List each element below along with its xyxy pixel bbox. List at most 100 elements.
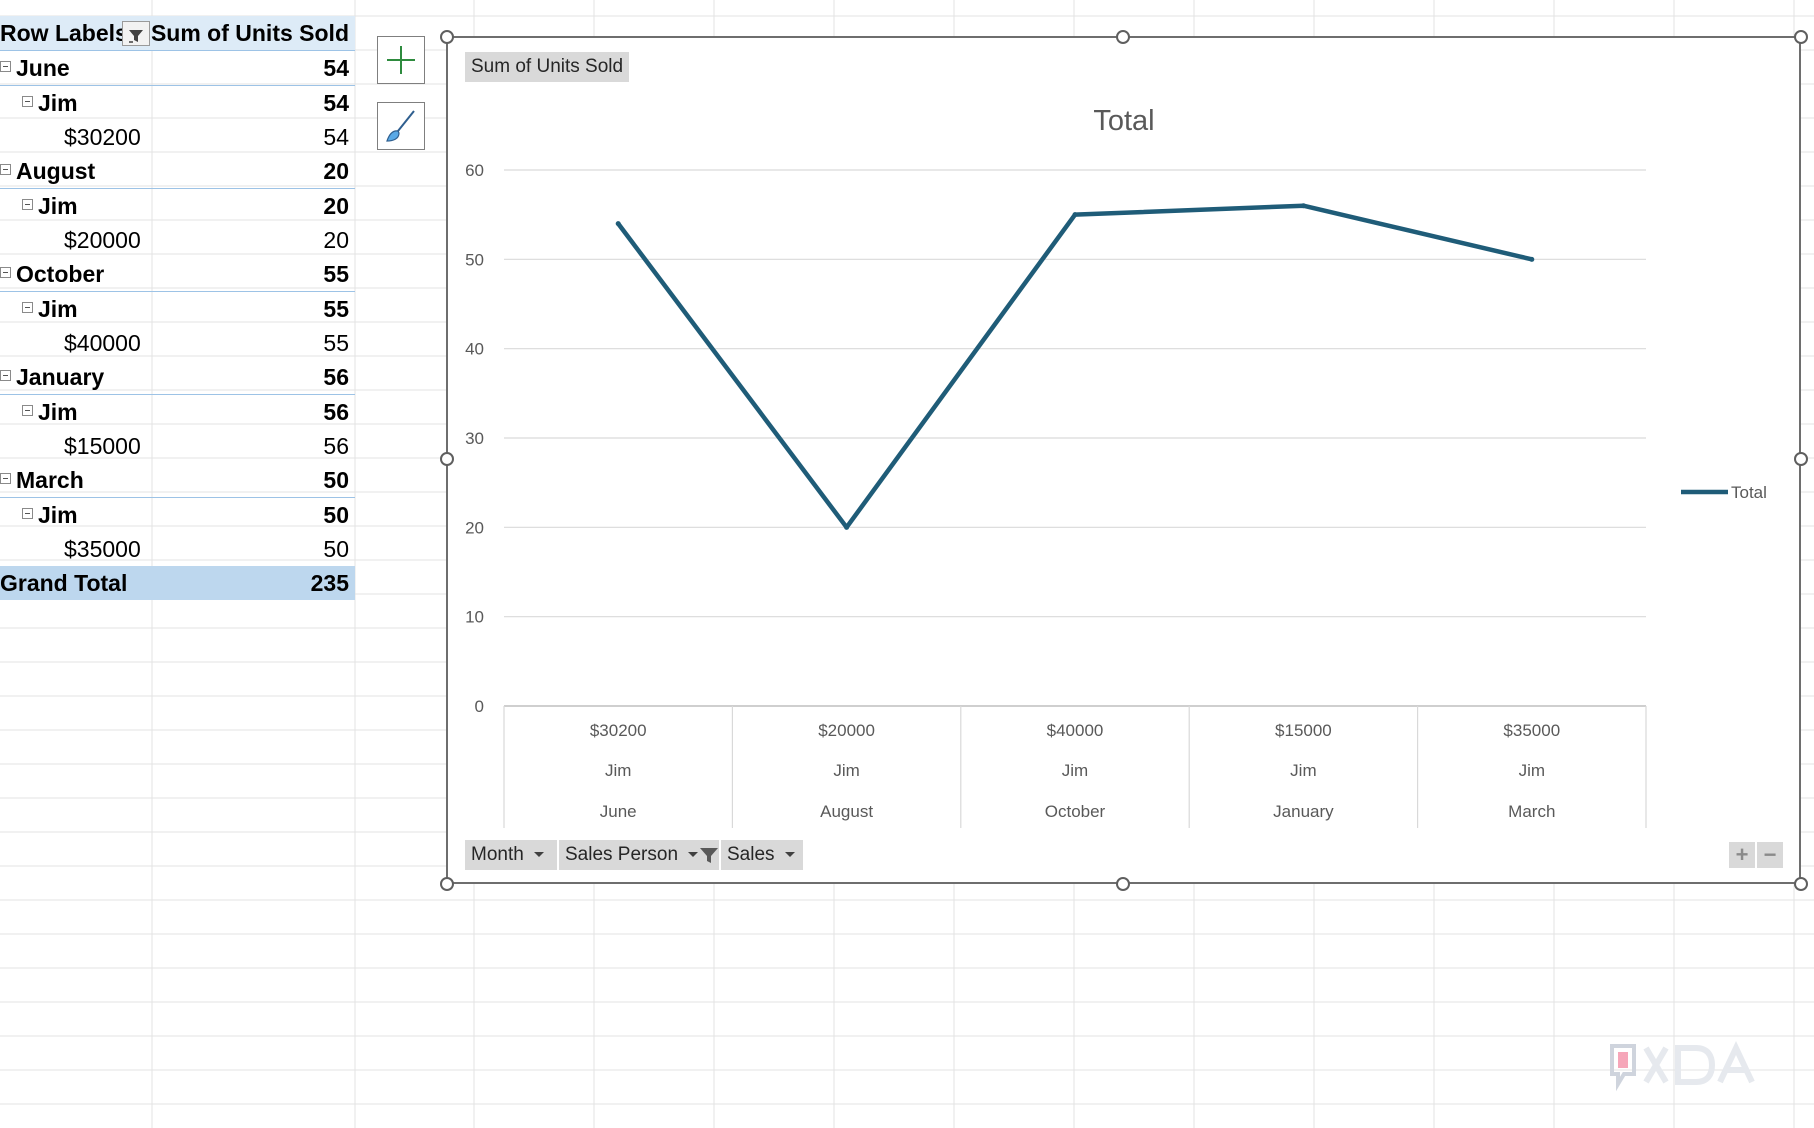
value-field-button[interactable]: Sum of Units Sold <box>465 52 629 82</box>
series-line-total[interactable] <box>618 206 1532 528</box>
field-button-month[interactable]: Month <box>465 840 557 870</box>
resize-handle-left[interactable] <box>440 452 454 466</box>
zoom-in-button[interactable]: + <box>1729 842 1755 868</box>
x-tick-label: Jim <box>605 761 631 780</box>
resize-handle-top-left[interactable] <box>440 30 454 44</box>
pivot-row-person[interactable]: Jim 54 <box>0 86 355 120</box>
pivot-row-value: 20 <box>323 154 349 188</box>
pivot-row-label: June <box>0 51 70 85</box>
collapse-icon[interactable] <box>0 370 11 381</box>
pivot-row-label: Jim <box>22 189 78 223</box>
data-point[interactable] <box>1301 203 1306 208</box>
pivot-row-value: 20 <box>323 223 349 257</box>
y-tick-label: 20 <box>465 518 484 537</box>
pivot-row-person[interactable]: Jim 55 <box>0 292 355 326</box>
pivot-row-label: Jim <box>22 86 78 120</box>
paintbrush-icon <box>378 103 424 149</box>
row-labels-filter-button[interactable] <box>122 21 150 46</box>
data-point[interactable] <box>1073 212 1078 217</box>
resize-handle-bottom[interactable] <box>1116 877 1130 891</box>
pivot-chart[interactable]: 0 10 20 30 40 50 60 $30200 Jim June $20000 Jim Augu… <box>446 36 1801 884</box>
dropdown-arrow-icon <box>688 852 698 857</box>
chart-styles-button[interactable] <box>377 102 425 150</box>
pivot-row-value: 55 <box>323 292 349 326</box>
pivot-row-value: 54 <box>323 86 349 120</box>
resize-handle-right[interactable] <box>1794 452 1808 466</box>
pivot-row-value: 56 <box>323 395 349 429</box>
x-tick-label: June <box>600 802 637 821</box>
pivot-row-label: Jim <box>22 395 78 429</box>
pivot-row-text: October <box>16 261 104 287</box>
x-tick-label: $35000 <box>1503 721 1560 740</box>
pivot-row-value: 54 <box>323 120 349 154</box>
pivot-row-sale[interactable]: $15000 56 <box>0 429 355 463</box>
x-tick-label: Jim <box>1290 761 1316 780</box>
row-labels-header[interactable]: Row Labels <box>0 16 128 50</box>
y-tick-label: 10 <box>465 608 484 627</box>
zoom-out-button[interactable]: − <box>1757 842 1783 868</box>
pivot-row-month[interactable]: January 56 <box>0 360 355 395</box>
plus-icon <box>378 37 424 83</box>
pivot-row-text: Jim <box>38 90 78 116</box>
resize-handle-top-right[interactable] <box>1794 30 1808 44</box>
x-tick-label: $20000 <box>818 721 875 740</box>
pivot-row-label: Jim <box>22 292 78 326</box>
filter-icon <box>698 844 720 866</box>
field-button-label: Sales Person <box>565 844 678 865</box>
collapse-icon[interactable] <box>22 302 33 313</box>
collapse-icon[interactable] <box>0 164 11 175</box>
pivot-row-value: 56 <box>323 429 349 463</box>
collapse-icon[interactable] <box>22 508 33 519</box>
chart-elements-button[interactable] <box>377 36 425 84</box>
data-point[interactable] <box>844 525 849 530</box>
collapse-icon[interactable] <box>22 96 33 107</box>
pivot-row-label: January <box>0 360 104 394</box>
collapse-icon[interactable] <box>0 61 11 72</box>
pivot-row-label: $15000 <box>64 429 141 463</box>
pivot-row-person[interactable]: Jim 20 <box>0 189 355 223</box>
pivot-row-text: Jim <box>38 296 78 322</box>
pivot-row-month[interactable]: June 54 <box>0 51 355 86</box>
collapse-icon[interactable] <box>0 473 11 484</box>
pivot-row-value: 54 <box>323 51 349 85</box>
x-tick-label: Jim <box>1062 761 1088 780</box>
pivot-table: Row Labels Sum of Units Sold June 54 Jim 54… <box>0 16 355 600</box>
pivot-row-sale[interactable]: $20000 20 <box>0 223 355 257</box>
pivot-row-person[interactable]: Jim 56 <box>0 395 355 429</box>
pivot-row-label: $40000 <box>64 326 141 360</box>
pivot-row-text: January <box>16 364 104 390</box>
x-tick-label: August <box>820 802 873 821</box>
pivot-row-month[interactable]: October 55 <box>0 257 355 292</box>
collapse-icon[interactable] <box>22 199 33 210</box>
pivot-row-sale[interactable]: $40000 55 <box>0 326 355 360</box>
resize-handle-bottom-right[interactable] <box>1794 877 1808 891</box>
x-tick-label: $30200 <box>590 721 647 740</box>
pivot-row-sale[interactable]: $35000 50 <box>0 532 355 566</box>
x-tick-label: $15000 <box>1275 721 1332 740</box>
pivot-row-text: Jim <box>38 193 78 219</box>
collapse-icon[interactable] <box>0 267 11 278</box>
pivot-row-label: $35000 <box>64 532 141 566</box>
filter-icon <box>123 24 149 47</box>
pivot-row-text: $20000 <box>64 227 141 253</box>
y-tick-label: 60 <box>465 161 484 180</box>
legend-entry[interactable]: Total <box>1731 483 1767 502</box>
field-button-sales[interactable]: Sales <box>721 840 803 870</box>
grand-total-label: Grand Total <box>0 566 127 600</box>
pivot-row-person[interactable]: Jim 50 <box>0 498 355 532</box>
resize-handle-bottom-left[interactable] <box>440 877 454 891</box>
dropdown-arrow-icon <box>534 852 544 857</box>
data-point[interactable] <box>1529 257 1534 262</box>
collapse-icon[interactable] <box>22 405 33 416</box>
pivot-row-month[interactable]: March 50 <box>0 463 355 498</box>
pivot-row-value: 56 <box>323 360 349 394</box>
pivot-row-text: $35000 <box>64 536 141 562</box>
data-point[interactable] <box>616 221 621 226</box>
value-header[interactable]: Sum of Units Sold <box>151 16 349 50</box>
resize-handle-top[interactable] <box>1116 30 1130 44</box>
pivot-row-month[interactable]: August 20 <box>0 154 355 189</box>
chart-title[interactable]: Total <box>1093 105 1154 137</box>
pivot-row-sale[interactable]: $30200 54 <box>0 120 355 154</box>
field-button-sales-person[interactable]: Sales Person <box>559 840 719 870</box>
grand-total-row[interactable]: Grand Total 235 <box>0 566 355 600</box>
